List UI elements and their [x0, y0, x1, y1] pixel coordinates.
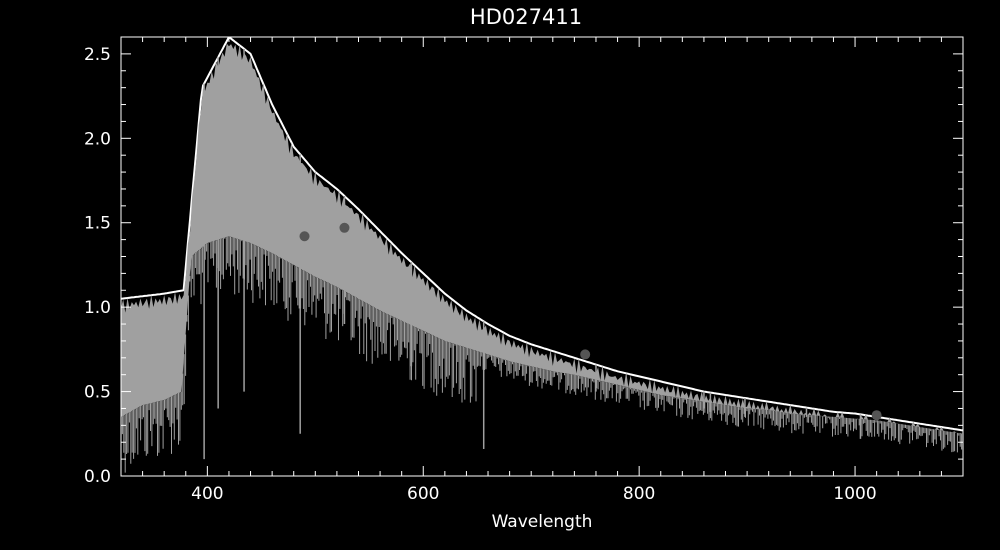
continuum-line — [121, 37, 963, 432]
x-axis-label: Wavelength — [492, 512, 593, 532]
photometry-marker — [580, 349, 591, 360]
plot-area — [121, 37, 963, 473]
y-tick-label: 2.5 — [84, 45, 111, 65]
y-tick-label: 0.5 — [84, 383, 111, 403]
y-tick-label: 1.0 — [84, 298, 111, 318]
photometry-marker — [339, 222, 350, 233]
chart-title: HD027411 — [470, 5, 582, 29]
axes: 400 600 800 1000 0.0 0.5 1.0 1.5 2.0 2.5 — [84, 36, 964, 504]
photometry-marker — [299, 231, 310, 242]
y-tick-label: 0.0 — [84, 467, 111, 487]
data-layer — [121, 37, 963, 473]
spectrum-lines — [121, 236, 963, 473]
x-tick-label: 400 — [191, 484, 223, 504]
y-tick-label: 2.0 — [84, 129, 111, 149]
x-tick-label: 600 — [407, 484, 439, 504]
y-tick-label: 1.5 — [84, 214, 111, 234]
x-tick-label: 800 — [623, 484, 655, 504]
x-tick-label: 1000 — [833, 484, 876, 504]
photometry-marker — [871, 410, 882, 421]
spectrum-band — [121, 43, 963, 434]
